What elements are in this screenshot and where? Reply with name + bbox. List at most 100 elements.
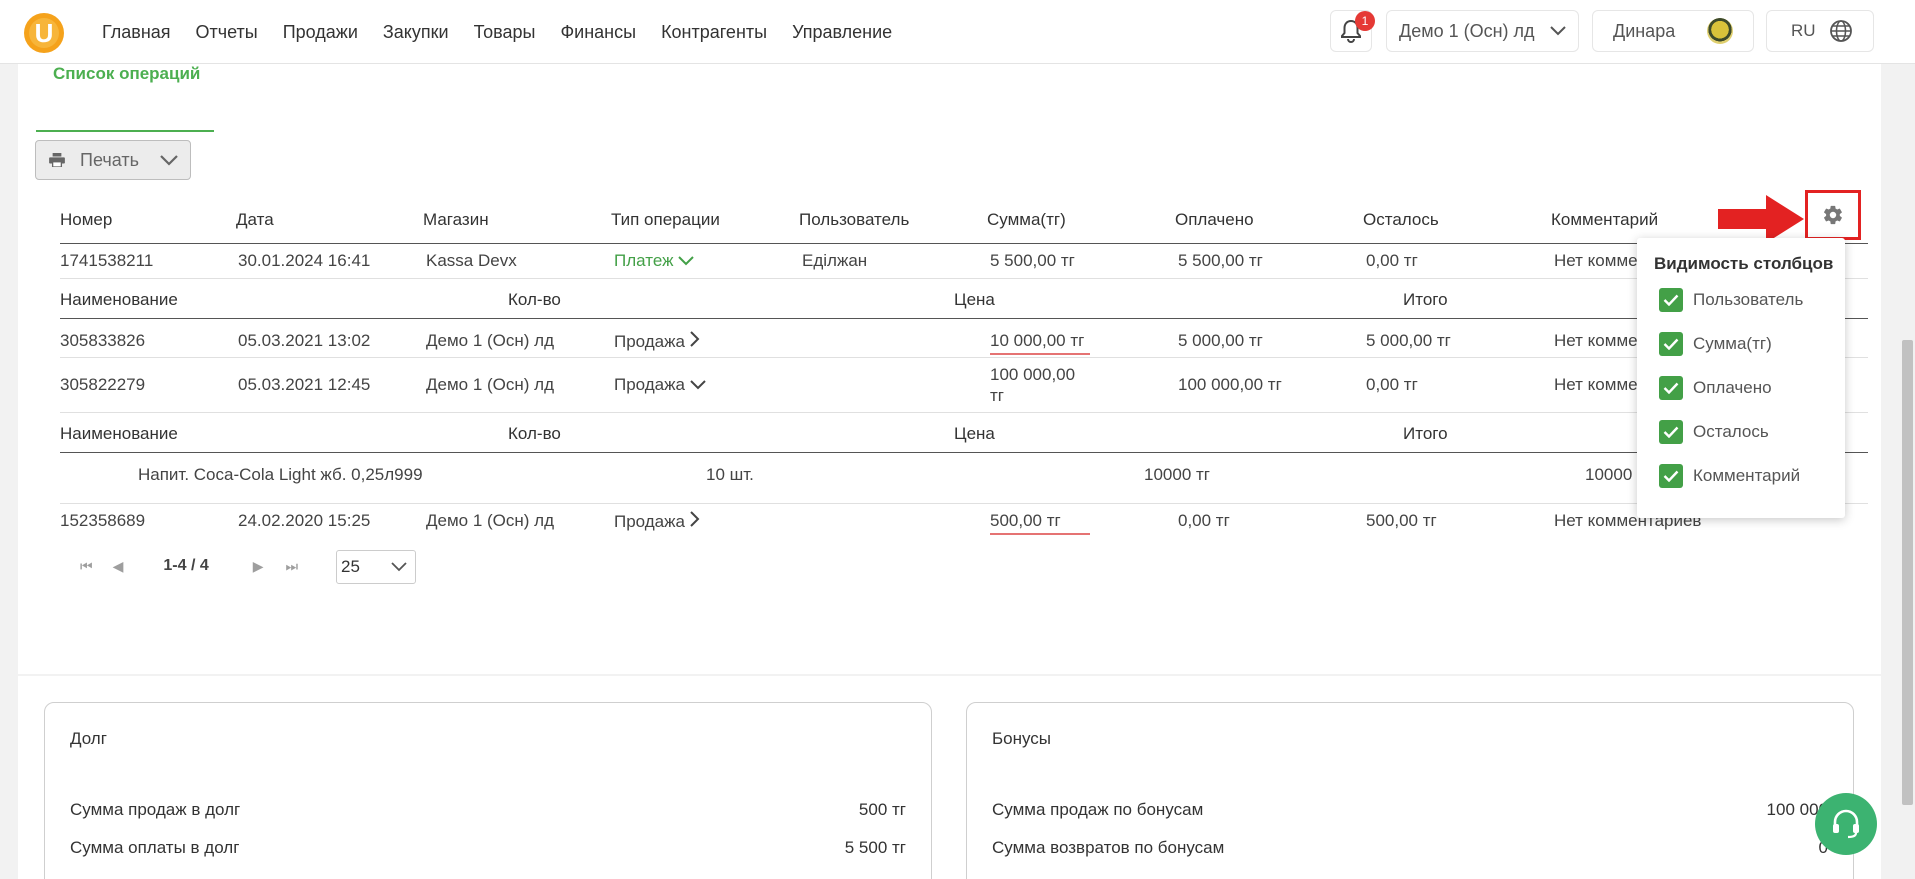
checkbox-checked[interactable] bbox=[1659, 420, 1683, 444]
user-menu[interactable]: Динара bbox=[1592, 10, 1754, 52]
column-toggle-label: Осталось bbox=[1693, 422, 1769, 441]
column-toggle-label: Пользователь bbox=[1693, 290, 1804, 309]
nav-item-purchases[interactable]: Закупки bbox=[382, 22, 449, 42]
bonus-row: Сумма продаж по бонусам 100 000 bbox=[992, 800, 1828, 820]
column-toggle-paid[interactable]: Оплачено bbox=[1659, 376, 1772, 400]
nav-item-counterparties[interactable]: Контрагенты bbox=[661, 22, 768, 42]
tab-label: Список операций bbox=[53, 64, 201, 83]
col-operation-type[interactable]: Тип операции bbox=[611, 210, 720, 229]
nav-item-reports[interactable]: Отчеты bbox=[195, 22, 258, 42]
app-logo[interactable]: U bbox=[24, 13, 64, 53]
pagination: ⏮ ◀ 1-4 / 4 ▶ ⏭ bbox=[80, 557, 298, 575]
row-type: Продажа bbox=[614, 332, 685, 351]
row-number: 305822279 bbox=[60, 375, 146, 394]
col-left[interactable]: Осталось bbox=[1363, 210, 1439, 229]
row-type: Продажа bbox=[614, 375, 685, 394]
debt-card: Долг Сумма продаж в долг 500 тг Сумма оп… bbox=[44, 702, 932, 879]
col-comment[interactable]: Комментарий bbox=[1551, 210, 1659, 229]
row-type-toggle[interactable]: Продажа bbox=[614, 511, 700, 532]
row-sum: 5 500,00 тг bbox=[990, 251, 1075, 270]
column-toggle-comment[interactable]: Комментарий bbox=[1659, 464, 1800, 488]
row-type-toggle[interactable]: Платеж bbox=[614, 251, 694, 271]
page-range: 1-4 / 4 bbox=[163, 557, 209, 574]
detail-col-price: Цена bbox=[954, 290, 995, 309]
first-page-icon[interactable]: ⏮ bbox=[80, 557, 93, 574]
nav-item-products[interactable]: Товары bbox=[473, 22, 536, 42]
row-date: 05.03.2021 13:02 bbox=[238, 331, 371, 350]
col-date[interactable]: Дата bbox=[236, 210, 274, 229]
divider bbox=[60, 357, 1868, 358]
column-toggle-label: Сумма(тг) bbox=[1693, 334, 1772, 353]
annotation-arrow bbox=[1718, 195, 1804, 243]
row-sum-line1: 100 000,00 bbox=[990, 365, 1076, 384]
row-type-toggle[interactable]: Продажа bbox=[614, 331, 700, 352]
row-comment: Нет комме bbox=[1554, 251, 1638, 270]
print-label: Печать bbox=[80, 149, 139, 170]
chevron-down-icon bbox=[678, 256, 694, 266]
checkbox-checked[interactable] bbox=[1659, 376, 1683, 400]
nav-item-finance[interactable]: Финансы bbox=[560, 22, 637, 42]
notifications-button[interactable]: 1 bbox=[1330, 10, 1375, 52]
row-paid: 5 000,00 тг bbox=[1178, 331, 1263, 350]
col-paid[interactable]: Оплачено bbox=[1175, 210, 1254, 229]
prev-page-icon[interactable]: ◀ bbox=[112, 557, 124, 574]
debt-row: Сумма оплаты в долг 5 500 тг bbox=[70, 838, 906, 858]
avatar bbox=[1707, 18, 1733, 44]
row-sum: 500,00 тг bbox=[990, 511, 1090, 535]
divider bbox=[60, 412, 1868, 413]
col-number[interactable]: Номер bbox=[60, 210, 113, 229]
column-toggle-user[interactable]: Пользователь bbox=[1659, 288, 1803, 312]
checkbox-checked[interactable] bbox=[1659, 332, 1683, 356]
nav-item-sales[interactable]: Продажи bbox=[282, 22, 358, 42]
detail-item-qty: 10 шт. bbox=[706, 465, 754, 484]
scrollbar-thumb[interactable] bbox=[1902, 340, 1913, 805]
support-chat-button[interactable] bbox=[1815, 793, 1877, 855]
globe-icon bbox=[1830, 20, 1852, 42]
bonus-row: Сумма возвратов по бонусам 0 bbox=[992, 838, 1828, 858]
chevron-down-icon bbox=[689, 380, 706, 390]
chevron-right-icon bbox=[689, 331, 700, 347]
detail-col-qty: Кол-во bbox=[508, 290, 561, 309]
col-user[interactable]: Пользователь bbox=[799, 210, 910, 229]
detail-col-price: Цена bbox=[954, 424, 995, 443]
top-bar: U Главная Отчеты Продажи Закупки Товары … bbox=[0, 0, 1915, 64]
detail-col-total: Итого bbox=[1403, 424, 1448, 443]
print-button[interactable]: Печать bbox=[35, 140, 191, 180]
store-selector[interactable]: Демо 1 (Осн) лд bbox=[1386, 10, 1579, 52]
debt-row-value: 5 500 тг bbox=[844, 838, 906, 857]
chevron-right-icon bbox=[689, 511, 700, 527]
detail-col-name: Наименование bbox=[60, 424, 178, 443]
checkbox-checked[interactable] bbox=[1659, 464, 1683, 488]
bonus-row-value: 100 000 bbox=[1766, 800, 1828, 819]
detail-col-qty: Кол-во bbox=[508, 424, 561, 443]
row-paid: 5 500,00 тг bbox=[1178, 251, 1263, 270]
column-toggle-left[interactable]: Осталось bbox=[1659, 420, 1769, 444]
chevron-down-icon bbox=[391, 562, 407, 572]
bonus-row-label: Сумма возвратов по бонусам bbox=[992, 838, 1225, 857]
row-type: Продажа bbox=[614, 512, 685, 531]
divider bbox=[60, 503, 1868, 504]
row-store: Демо 1 (Осн) лд bbox=[426, 331, 555, 350]
debt-row-label: Сумма продаж в долг bbox=[70, 800, 241, 819]
per-page-select[interactable]: 25 bbox=[336, 550, 416, 584]
col-store[interactable]: Магазин bbox=[423, 210, 489, 229]
column-settings-button[interactable] bbox=[1805, 190, 1861, 240]
notification-badge: 1 bbox=[1355, 11, 1375, 31]
popup-title: Видимость столбцов bbox=[1654, 254, 1834, 273]
row-store: Демо 1 (Осн) лд bbox=[426, 511, 555, 530]
next-page-icon[interactable]: ▶ bbox=[252, 557, 264, 574]
nav-item-management[interactable]: Управление bbox=[792, 22, 893, 42]
tab-operations-list[interactable]: Список операций bbox=[36, 64, 214, 132]
row-sum: 10 000,00 тг bbox=[990, 331, 1090, 355]
operations-panel: Список операций Печать bbox=[18, 64, 1881, 674]
checkbox-checked[interactable] bbox=[1659, 288, 1683, 312]
language-selector[interactable]: RU bbox=[1766, 10, 1874, 52]
debt-row-label: Сумма оплаты в долг bbox=[70, 838, 240, 857]
col-sum[interactable]: Сумма(тг) bbox=[987, 210, 1066, 229]
nav-item-home[interactable]: Главная bbox=[102, 22, 171, 42]
row-type-toggle[interactable]: Продажа bbox=[614, 375, 706, 395]
row-left: 0,00 тг bbox=[1366, 375, 1418, 394]
detail-item-name: Напит. Coca-Cola Light жб. 0,25л999 bbox=[138, 465, 423, 484]
column-toggle-sum[interactable]: Сумма(тг) bbox=[1659, 332, 1772, 356]
last-page-icon[interactable]: ⏭ bbox=[285, 557, 299, 574]
